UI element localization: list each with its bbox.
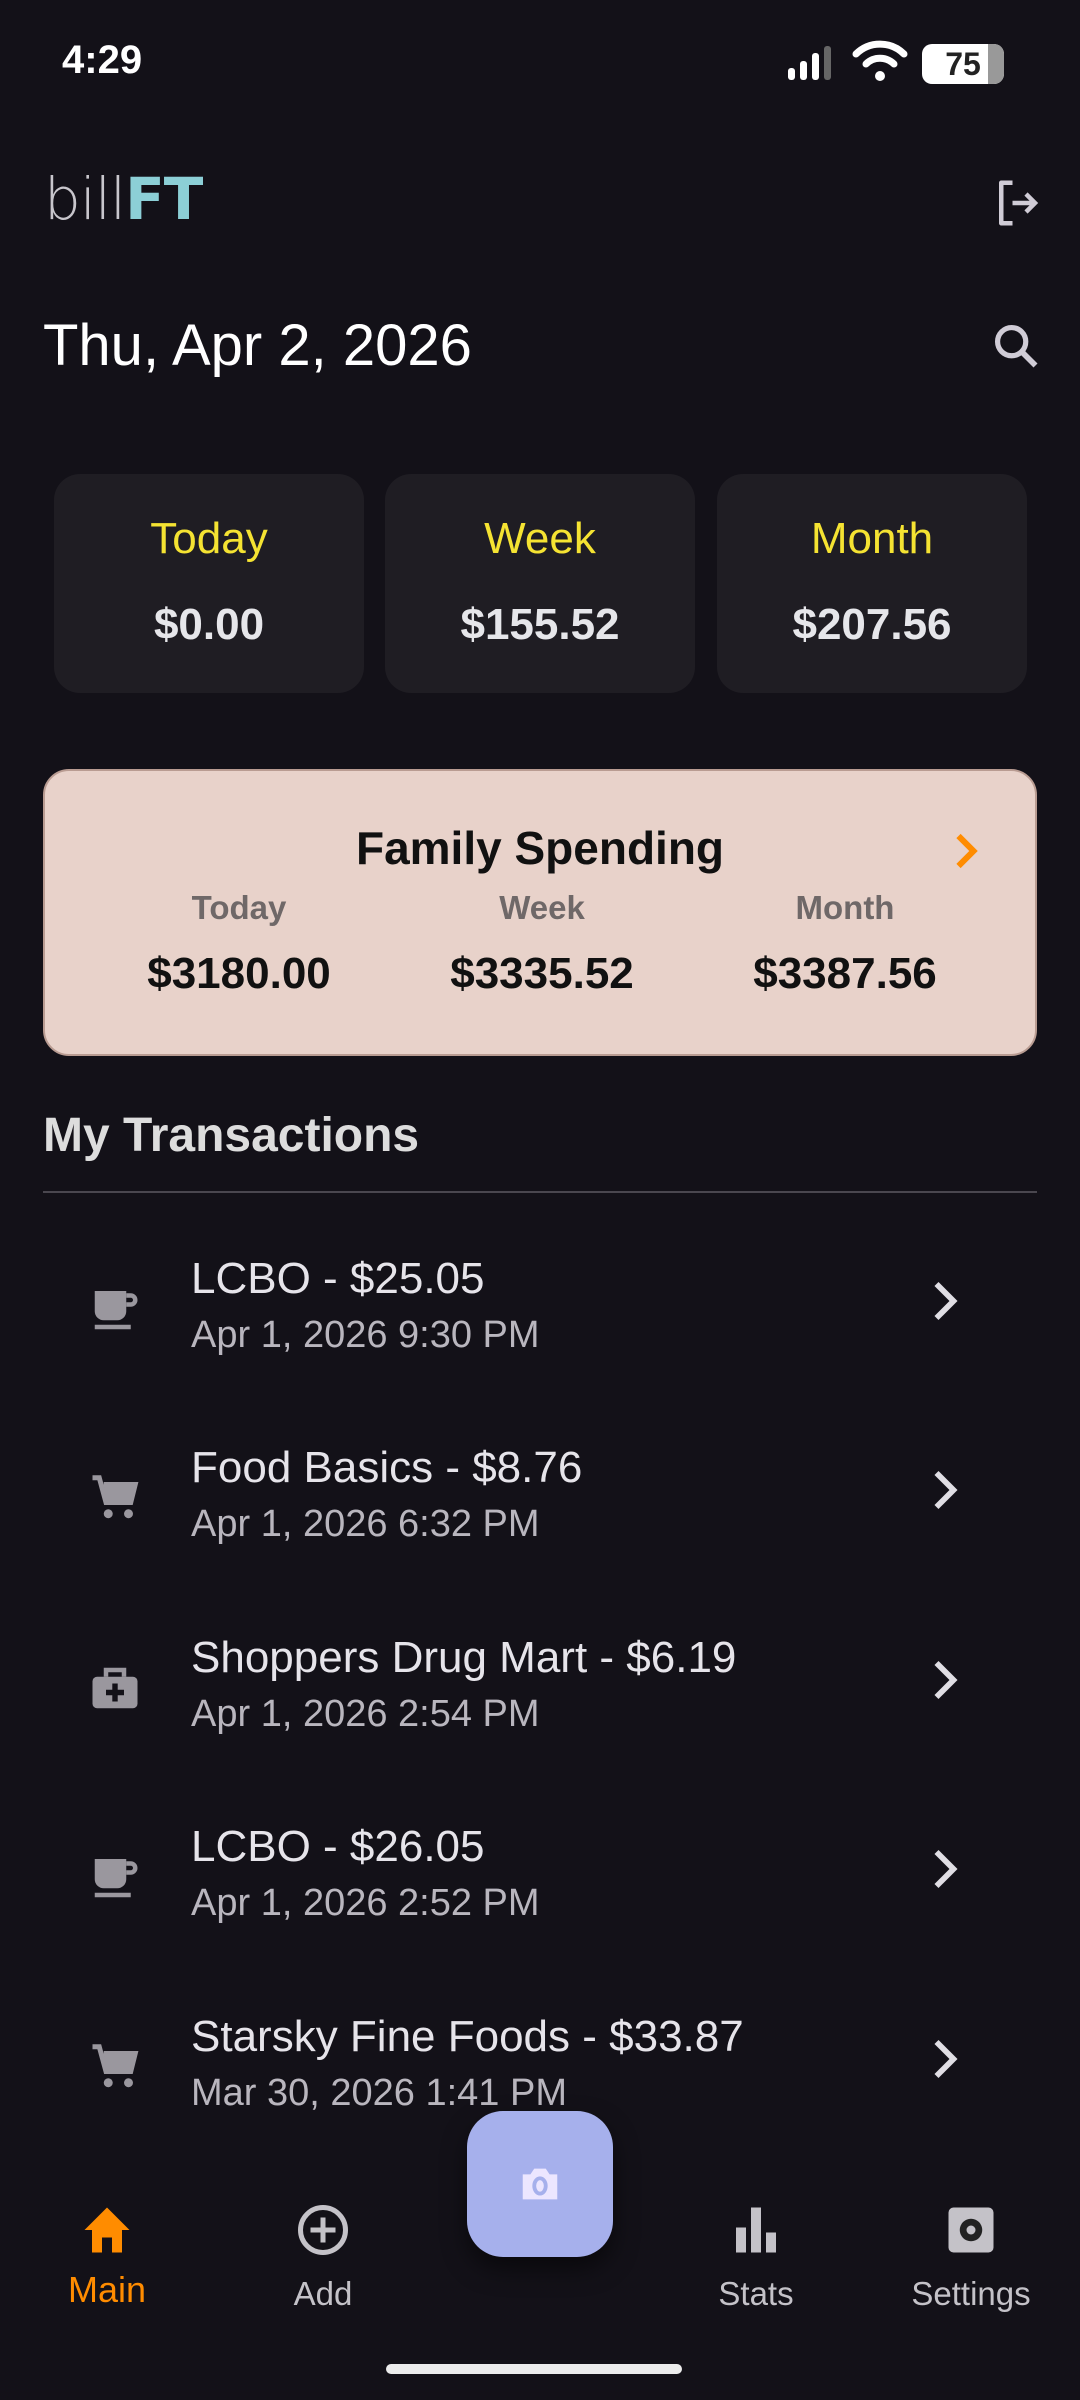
family-value: $3335.52 bbox=[450, 949, 634, 998]
summary-label: Month bbox=[810, 514, 934, 563]
cart-icon bbox=[92, 2044, 139, 2088]
battery-icon: 75 bbox=[922, 44, 1004, 84]
camera-button[interactable] bbox=[467, 2111, 613, 2257]
family-label: Month bbox=[795, 889, 895, 926]
nav-label: Main bbox=[67, 2269, 147, 2310]
summary-value: $207.56 bbox=[792, 600, 952, 649]
family-label: Today bbox=[191, 889, 287, 926]
family-col-today: Today $3180.00 bbox=[89, 889, 389, 999]
add-circle-icon bbox=[298, 2205, 348, 2255]
transaction-date: Apr 1, 2026 2:54 PM bbox=[191, 1693, 540, 1735]
transaction-date: Apr 1, 2026 9:30 PM bbox=[191, 1314, 540, 1356]
logout-icon[interactable] bbox=[990, 176, 1044, 235]
summary-value: $155.52 bbox=[460, 600, 620, 649]
summary-card-week: Week $155.52 bbox=[385, 474, 695, 693]
chevron-right-icon bbox=[934, 1281, 958, 1321]
divider bbox=[43, 1191, 1037, 1193]
nav-label: Stats bbox=[718, 2275, 794, 2312]
nav-stats[interactable]: Stats bbox=[656, 2200, 856, 2313]
transaction-date: Mar 30, 2026 1:41 PM bbox=[191, 2072, 567, 2114]
chevron-right-icon bbox=[956, 833, 978, 869]
family-spending-card[interactable]: Family Spending Today $3180.00 Week $3335.… bbox=[43, 769, 1037, 1056]
settings-gear-icon bbox=[948, 2207, 994, 2253]
transaction-row[interactable]: LCBO - $25.05 Apr 1, 2026 9:30 PM bbox=[0, 1254, 1080, 1443]
transaction-title: LCBO - $26.05 bbox=[191, 1822, 485, 1871]
summary-card-today: Today $0.00 bbox=[54, 474, 364, 693]
chevron-right-icon bbox=[934, 1660, 958, 1700]
bar-chart-icon bbox=[736, 2207, 776, 2253]
chevron-right-icon bbox=[934, 1470, 958, 1510]
medical-bag-icon bbox=[92, 1667, 138, 1709]
coffee-icon bbox=[94, 1291, 138, 1330]
battery-level: 75 bbox=[945, 46, 981, 82]
transaction-title: Starsky Fine Foods - $33.87 bbox=[191, 2012, 744, 2061]
transaction-date: Apr 1, 2026 2:52 PM bbox=[191, 1882, 540, 1924]
logo-text-bold: FT bbox=[125, 165, 203, 233]
app-logo: billFT bbox=[44, 165, 203, 233]
chevron-right-icon bbox=[934, 1849, 958, 1889]
transaction-date: Apr 1, 2026 6:32 PM bbox=[191, 1503, 540, 1545]
search-icon[interactable] bbox=[990, 320, 1042, 377]
signal-icon bbox=[786, 42, 840, 87]
transaction-row[interactable]: LCBO - $26.05 Apr 1, 2026 2:52 PM bbox=[0, 1822, 1080, 2011]
wifi-icon bbox=[852, 40, 908, 87]
logo-text: bill bbox=[44, 165, 126, 233]
section-title: My Transactions bbox=[43, 1109, 420, 1162]
summary-label: Week bbox=[484, 514, 596, 563]
family-value: $3387.56 bbox=[753, 949, 937, 998]
nav-settings[interactable]: Settings bbox=[871, 2200, 1071, 2313]
status-time: 4:29 bbox=[62, 38, 143, 82]
transaction-row[interactable]: Food Basics - $8.76 Apr 1, 2026 6:32 PM bbox=[0, 1443, 1080, 1632]
home-indicator[interactable] bbox=[386, 2364, 682, 2374]
transaction-title: Shoppers Drug Mart - $6.19 bbox=[191, 1633, 737, 1682]
chevron-right-icon bbox=[934, 2039, 958, 2079]
family-col-week: Week $3335.52 bbox=[392, 889, 692, 999]
nav-label: Add bbox=[293, 2275, 353, 2312]
cart-icon bbox=[92, 1475, 139, 1519]
camera-icon bbox=[522, 2168, 558, 2200]
summary-value: $0.00 bbox=[153, 600, 265, 649]
transaction-row[interactable]: Starsky Fine Foods - $33.87 Mar 30, 2026… bbox=[0, 2012, 1080, 2201]
transaction-row[interactable]: Shoppers Drug Mart - $6.19 Apr 1, 2026 2… bbox=[0, 1633, 1080, 1822]
family-title: Family Spending bbox=[355, 822, 725, 874]
summary-label: Today bbox=[150, 514, 268, 563]
home-icon bbox=[84, 2207, 130, 2253]
nav-add[interactable]: Add bbox=[223, 2200, 423, 2313]
nav-main[interactable]: Main bbox=[7, 2200, 207, 2311]
family-label: Week bbox=[499, 889, 585, 926]
transaction-title: LCBO - $25.05 bbox=[191, 1254, 485, 1303]
nav-label: Settings bbox=[911, 2275, 1031, 2312]
family-col-month: Month $3387.56 bbox=[695, 889, 995, 999]
current-date: Thu, Apr 2, 2026 bbox=[43, 313, 472, 378]
coffee-icon bbox=[94, 1859, 138, 1898]
transaction-title: Food Basics - $8.76 bbox=[191, 1443, 583, 1492]
family-value: $3180.00 bbox=[147, 949, 331, 998]
summary-card-month: Month $207.56 bbox=[717, 474, 1027, 693]
